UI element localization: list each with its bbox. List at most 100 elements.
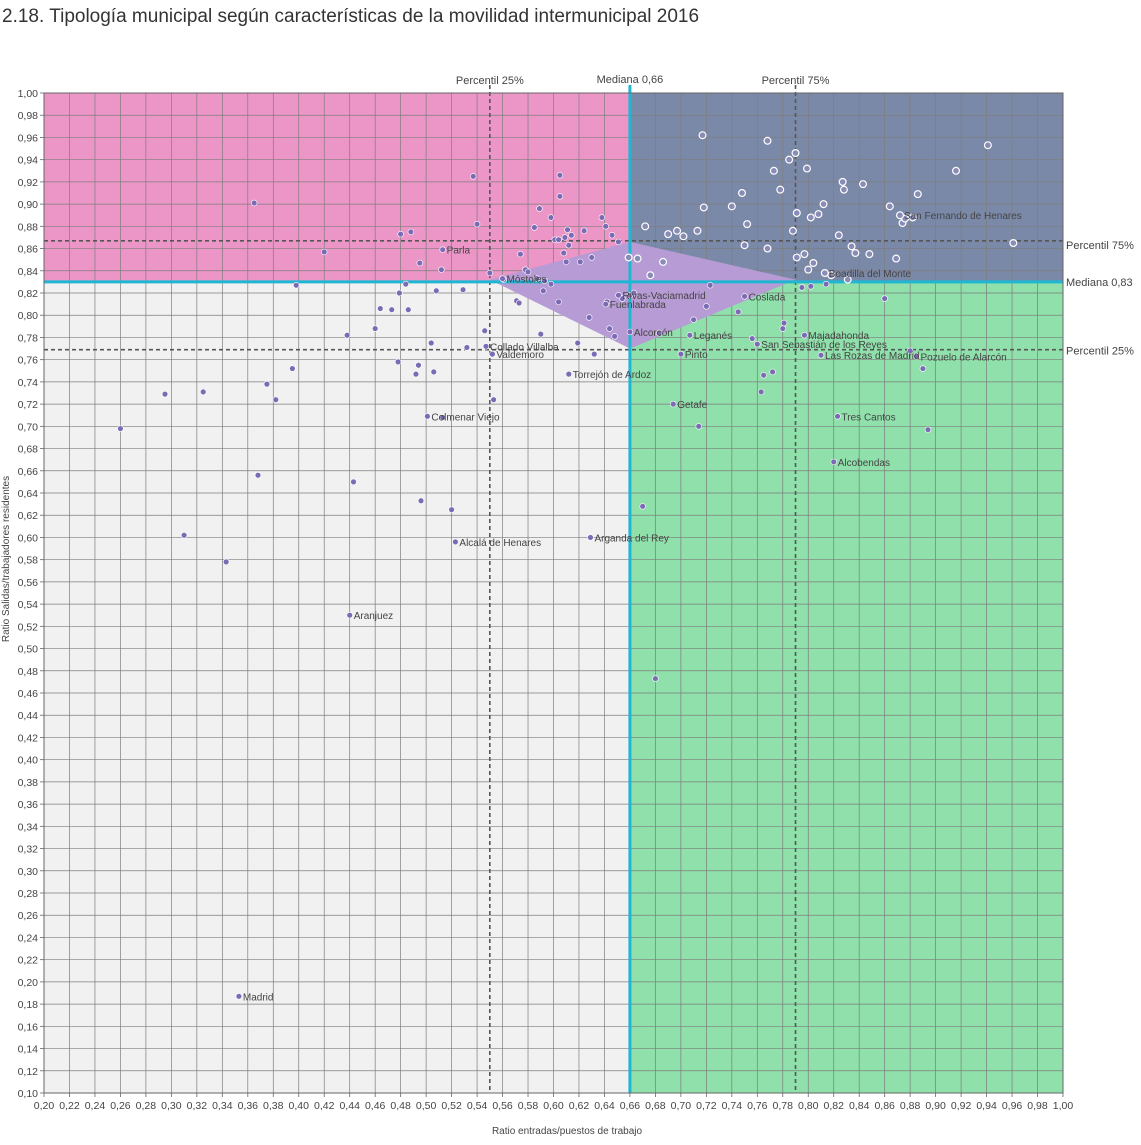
data-point [740, 241, 749, 250]
x-tick-label: 0,34 [212, 1100, 233, 1112]
x-tick-label: 1,00 [1053, 1100, 1074, 1112]
data-point [598, 214, 606, 221]
y-tick-label: 0,94 [18, 155, 39, 167]
data-point [459, 286, 467, 293]
x-tick-label: 0,90 [925, 1100, 946, 1112]
y-tick-label: 0,12 [18, 1066, 39, 1078]
y-tick-label: 0,36 [18, 799, 39, 811]
y-tick-label: 0,96 [18, 132, 39, 144]
grid-lines [43, 92, 1064, 1094]
x-tick-label: 0,46 [365, 1100, 386, 1112]
data-point [533, 275, 541, 282]
data-point [843, 275, 852, 284]
y-tick-label: 0,52 [18, 621, 39, 633]
x-tick-label: 0,48 [390, 1100, 411, 1112]
data-point [769, 368, 776, 376]
point-label: Móstoles [507, 275, 547, 286]
data-point [780, 319, 788, 327]
data-point [615, 238, 622, 246]
data-point [547, 280, 555, 288]
y-tick-label: 1,00 [18, 88, 39, 100]
data-point [608, 232, 616, 239]
data-point [792, 253, 801, 262]
data-point [814, 210, 823, 219]
y-tick-label: 0,48 [18, 666, 39, 678]
y-tick-label: 0,54 [18, 599, 39, 611]
quadrant-backgrounds [44, 93, 1063, 1093]
x-tick-label: 0,32 [187, 1100, 208, 1112]
x-tick-label: 0,96 [1002, 1100, 1023, 1112]
chart-title: 2.18. Tipología municipal según caracter… [2, 6, 700, 27]
data-point [673, 226, 682, 235]
y-tick-label: 0,18 [18, 999, 39, 1011]
data-point [540, 287, 547, 294]
x-tick-label: 0,22 [59, 1100, 80, 1112]
data-point [727, 202, 736, 211]
x-axis-label: Ratio entradas/puestos de trabajo [492, 1126, 643, 1137]
y-tick-label: 0,56 [18, 577, 39, 589]
data-point [693, 226, 702, 235]
data-point [983, 141, 992, 150]
y-tick-label: 0,64 [18, 488, 39, 500]
x-tick-label: 0,76 [747, 1100, 768, 1112]
x-tick-label: 0,92 [951, 1100, 972, 1112]
y-tick-label: 0,60 [18, 532, 39, 544]
point-label: Fuenlabrada [610, 300, 667, 311]
labeled-data-point [235, 993, 243, 1000]
x-tick-label: 0,70 [671, 1100, 692, 1112]
y-tick-label: 0,16 [18, 1021, 39, 1033]
x-tick-label: 0,38 [263, 1100, 284, 1112]
data-point [892, 254, 901, 263]
data-point [819, 200, 828, 209]
point-label: Leganés [694, 331, 732, 342]
data-point [564, 226, 571, 233]
point-label: Boadilla del Monte [829, 269, 912, 280]
y-tick-label: 0,80 [18, 310, 39, 322]
x-tick-label: 0,94 [976, 1100, 997, 1112]
data-point [463, 344, 471, 351]
x-tick-label: 0,44 [339, 1100, 360, 1112]
data-point [254, 472, 262, 479]
data-point [791, 149, 800, 158]
point-label: Coslada [749, 292, 786, 303]
labeled-data-point [346, 612, 353, 619]
labeled-data-point [834, 413, 841, 420]
x-tick-label: 0,78 [773, 1100, 794, 1112]
data-point [200, 388, 207, 396]
data-point [556, 193, 564, 200]
x-tick-label: 0,80 [798, 1100, 819, 1112]
y-tick-label: 0,32 [18, 844, 39, 856]
data-point [838, 177, 847, 186]
data-point [624, 253, 633, 262]
labeled-data-point [686, 332, 693, 339]
labeled-data-point [489, 350, 496, 358]
y-tick-label: 0,28 [18, 888, 39, 900]
data-point [646, 271, 655, 280]
plot-frame [43, 92, 1064, 1094]
x-tick-label: 0,82 [824, 1100, 845, 1112]
data-point [695, 423, 702, 430]
data-point [473, 220, 481, 228]
y-tick-label: 0,22 [18, 955, 39, 967]
data-point [847, 242, 856, 251]
data-point [448, 506, 455, 513]
labeled-data-point [817, 352, 825, 359]
data-point [585, 314, 593, 321]
data-point [652, 675, 659, 682]
point-label: Las Rozas de Madrid [825, 351, 920, 362]
data-point [919, 365, 927, 372]
data-point [1009, 239, 1018, 248]
data-point [481, 327, 488, 334]
labeled-data-point [424, 413, 431, 420]
point-label: Torrejón de Ardoz [573, 370, 651, 381]
data-point [560, 249, 567, 257]
data-point [822, 280, 830, 288]
data-point [804, 265, 813, 274]
y-tick-label: 0,84 [18, 266, 39, 278]
y-axis-label: Ratio Salidas/trabajadores residentes [1, 476, 12, 642]
data-point [792, 209, 801, 218]
labeled-data-point [741, 293, 748, 300]
data-point [798, 284, 806, 291]
data-point [563, 258, 570, 266]
